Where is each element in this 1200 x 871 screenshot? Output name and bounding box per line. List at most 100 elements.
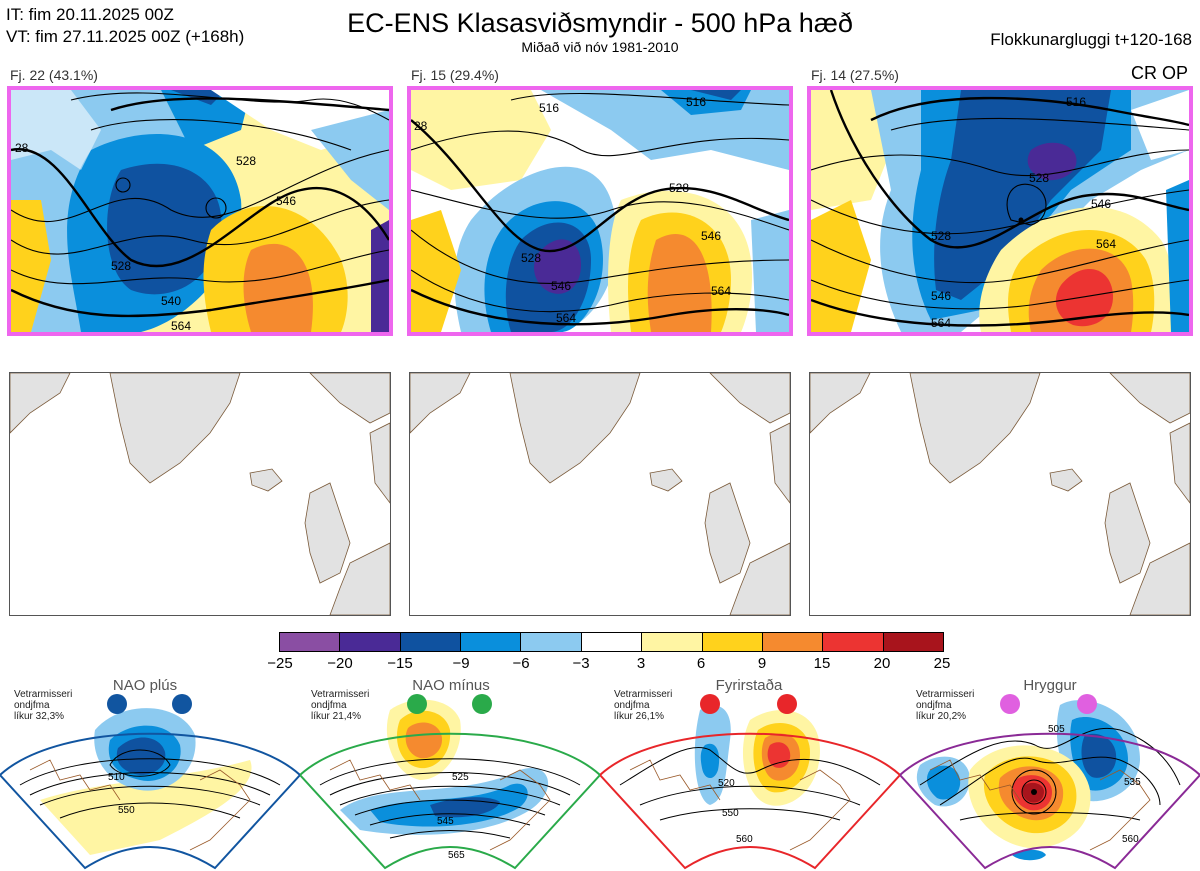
valid-time: VT: fim 27.11.2025 00Z (+168h) — [6, 27, 245, 46]
colorbar-swatch — [521, 633, 582, 651]
contour-label: 516 — [686, 95, 706, 109]
contour-label: 540 — [161, 294, 181, 308]
regime-note-line: Vetrarmisseri — [14, 689, 73, 700]
landmass-outline — [10, 373, 390, 615]
contour-label: 510 — [108, 772, 125, 783]
regime-note-line: ondjfma — [14, 700, 50, 711]
colorbar-tick: −15 — [387, 655, 413, 672]
colorbar-swatch — [702, 633, 763, 651]
contour-label: 528 — [669, 181, 689, 195]
landmass-outline — [810, 373, 1190, 615]
regime-note-line: Vetrarmisseri — [311, 689, 370, 700]
contour-label: 528 — [1029, 171, 1049, 185]
regime-2-map: 525 545 565 — [300, 694, 600, 870]
regime-note-line: líkur 32,3% — [14, 711, 65, 722]
classification-window: Flokkunargluggi t+120-168 — [990, 30, 1192, 49]
regime-4-map: 505 535 560 — [900, 694, 1200, 870]
cluster-1-map: 528 546 540 528 564 28 — [7, 86, 393, 336]
contour-label: 550 — [722, 808, 739, 819]
contour-label: 550 — [118, 805, 135, 816]
contour-label: 528 — [111, 259, 131, 273]
contour-label: 535 — [1124, 777, 1141, 788]
contour-label: 546 — [701, 229, 721, 243]
regime-note-line: Vetrarmisseri — [916, 689, 975, 700]
contour-label: 546 — [1091, 197, 1111, 211]
colorbar-tick: 3 — [636, 655, 646, 672]
contour-label: 525 — [452, 772, 469, 783]
contour-label: 528 — [236, 154, 256, 168]
regime-note-line: Vetrarmisseri — [614, 689, 673, 700]
colorbar-swatch — [883, 633, 943, 651]
regime-2-title: NAO mínus — [412, 677, 490, 694]
cluster-3-map: 516 528 546 528 564 546 564 — [807, 86, 1193, 336]
cluster-3-anomaly-chart: 516 528 546 528 564 546 564 — [811, 90, 1189, 332]
colorbar-swatch — [762, 633, 824, 651]
colorbar-tick: −9 — [452, 655, 470, 672]
regime-2-note: Vetrarmisseri ondjfma líkur 21,4% — [311, 689, 369, 722]
colorbar-tick: −3 — [572, 655, 590, 672]
regime-1-title: NAO plús — [112, 677, 178, 694]
colorbar — [279, 632, 944, 652]
contour-label: 560 — [1122, 834, 1139, 845]
contour-label: 505 — [1048, 724, 1065, 735]
regime-1-map: 510 550 — [0, 694, 300, 870]
page-subtitle: Miðað við nóv 1981-2010 — [521, 39, 679, 55]
contour-label: 565 — [448, 850, 465, 861]
colorbar-tick: −20 — [327, 655, 353, 672]
contour-label: 528 — [931, 229, 951, 243]
cluster-2-anomaly-chart: 516 28 516 528 546 528 546 564 564 — [411, 90, 789, 332]
contour-label: 28 — [414, 119, 428, 133]
colorbar-tick: 25 — [933, 655, 951, 672]
regime-1-note: Vetrarmisseri ondjfma líkur 32,3% — [14, 689, 72, 722]
contour-label: 546 — [931, 289, 951, 303]
cluster-2-label: Fj. 15 (29.4%) — [411, 67, 499, 83]
regime-4-title: Hryggur — [1023, 677, 1077, 694]
colorbar-swatch — [461, 633, 522, 651]
cluster-1-blank-map — [9, 372, 391, 616]
contour-label: 564 — [931, 316, 951, 330]
cluster-3-label: Fj. 14 (27.5%) — [811, 67, 899, 83]
colorbar-swatch — [642, 633, 703, 651]
regime-3-map: 520 550 560 — [600, 694, 900, 870]
regime-note-line: líkur 26,1% — [614, 711, 665, 722]
contour-label: 516 — [539, 101, 559, 115]
regime-note-line: ondjfma — [614, 700, 650, 711]
regime-note-line: líkur 20,2% — [916, 711, 967, 722]
regime-note-line: ondjfma — [916, 700, 952, 711]
cluster-1-anomaly-chart: 528 546 540 528 564 28 — [11, 90, 389, 332]
contour-label: 545 — [437, 816, 454, 827]
cluster-1-label: Fj. 22 (43.1%) — [10, 67, 98, 83]
colorbar-tick: 9 — [757, 655, 767, 672]
contour-label: 528 — [521, 251, 541, 265]
contour-label: 520 — [718, 778, 735, 789]
colorbar-swatch — [280, 633, 341, 651]
contour-label: 28 — [15, 141, 29, 155]
colorbar-tick: 15 — [813, 655, 831, 672]
colorbar-tick: 6 — [696, 655, 706, 672]
regime-note-line: líkur 21,4% — [311, 711, 362, 722]
initial-time: IT: fim 20.11.2025 00Z — [6, 5, 174, 24]
regime-3-title: Fyrirstaða — [715, 677, 783, 694]
regime-note-line: ondjfma — [311, 700, 347, 711]
regime-4-note: Vetrarmisseri ondjfma líkur 20,2% — [916, 689, 974, 722]
contour-label: 546 — [276, 194, 296, 208]
contour-label: 564 — [171, 319, 191, 332]
colorbar-tick: −25 — [267, 655, 293, 672]
cluster-3-blank-map — [809, 372, 1191, 616]
colorbar-swatch — [581, 633, 643, 651]
regime-3-note: Vetrarmisseri ondjfma líkur 26,1% — [614, 689, 672, 722]
members-label: CR OP — [1130, 63, 1188, 83]
landmass-outline — [410, 373, 790, 615]
cluster-2-blank-map — [409, 372, 791, 616]
colorbar-swatch — [400, 633, 462, 651]
colorbar-tick: 20 — [873, 655, 891, 672]
contour-label: 560 — [736, 834, 753, 845]
colorbar-swatch — [340, 633, 401, 651]
contour-label: 564 — [556, 311, 576, 325]
colorbar-tick: −6 — [512, 655, 530, 672]
contour-label: 546 — [551, 279, 571, 293]
contour-label: 516 — [1066, 95, 1086, 109]
contour-label: 564 — [711, 284, 731, 298]
page-title: EC-ENS Klasasviðsmyndir - 500 hPa hæð — [347, 8, 853, 38]
contour-label: 564 — [1096, 237, 1116, 251]
